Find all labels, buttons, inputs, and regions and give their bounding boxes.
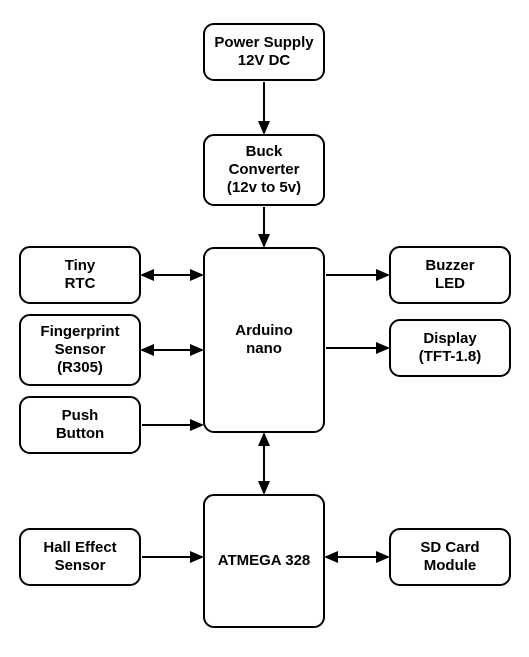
node-buck: BuckConverter(12v to 5v) — [204, 135, 324, 205]
node-fp-label-2: (R305) — [57, 359, 103, 376]
node-buck-label-2: (12v to 5v) — [227, 179, 301, 196]
node-power: Power Supply12V DC — [204, 24, 324, 80]
node-push-label-1: Button — [56, 425, 104, 442]
node-power-label-1: 12V DC — [238, 52, 291, 69]
node-rtc-label-0: Tiny — [65, 257, 96, 274]
node-arduino-label-0: Arduino — [235, 322, 293, 339]
node-atmega: ATMEGA 328 — [204, 495, 324, 627]
node-fp: FingerprintSensor(R305) — [20, 315, 140, 385]
node-push-label-0: Push — [62, 407, 99, 424]
node-sd-label-1: Module — [424, 557, 477, 574]
node-display-label-0: Display — [423, 330, 477, 347]
node-atmega-label-0: ATMEGA 328 — [218, 552, 311, 569]
node-power-label-0: Power Supply — [214, 34, 314, 51]
block-diagram: Power Supply12V DC BuckConverter(12v to 5… — [0, 0, 529, 657]
node-fp-label-1: Sensor — [55, 341, 106, 358]
node-hall-label-0: Hall Effect — [43, 539, 116, 556]
node-buck-label-0: Buck — [246, 143, 283, 160]
node-display: Display(TFT-1.8) — [390, 320, 510, 376]
node-buzzer-label-1: LED — [435, 275, 465, 292]
node-arduino-label-1: nano — [246, 340, 282, 357]
node-buzzer: BuzzerLED — [390, 247, 510, 303]
node-arduino: Arduinonano — [204, 248, 324, 432]
node-push: PushButton — [20, 397, 140, 453]
node-buck-label-1: Converter — [229, 161, 300, 178]
node-display-label-1: (TFT-1.8) — [419, 348, 482, 365]
node-sd: SD CardModule — [390, 529, 510, 585]
node-fp-label-0: Fingerprint — [40, 323, 119, 340]
node-hall: Hall EffectSensor — [20, 529, 140, 585]
node-rtc-label-1: RTC — [65, 275, 96, 292]
node-buzzer-label-0: Buzzer — [425, 257, 474, 274]
node-sd-label-0: SD Card — [420, 539, 479, 556]
node-hall-label-1: Sensor — [55, 557, 106, 574]
node-rtc: TinyRTC — [20, 247, 140, 303]
